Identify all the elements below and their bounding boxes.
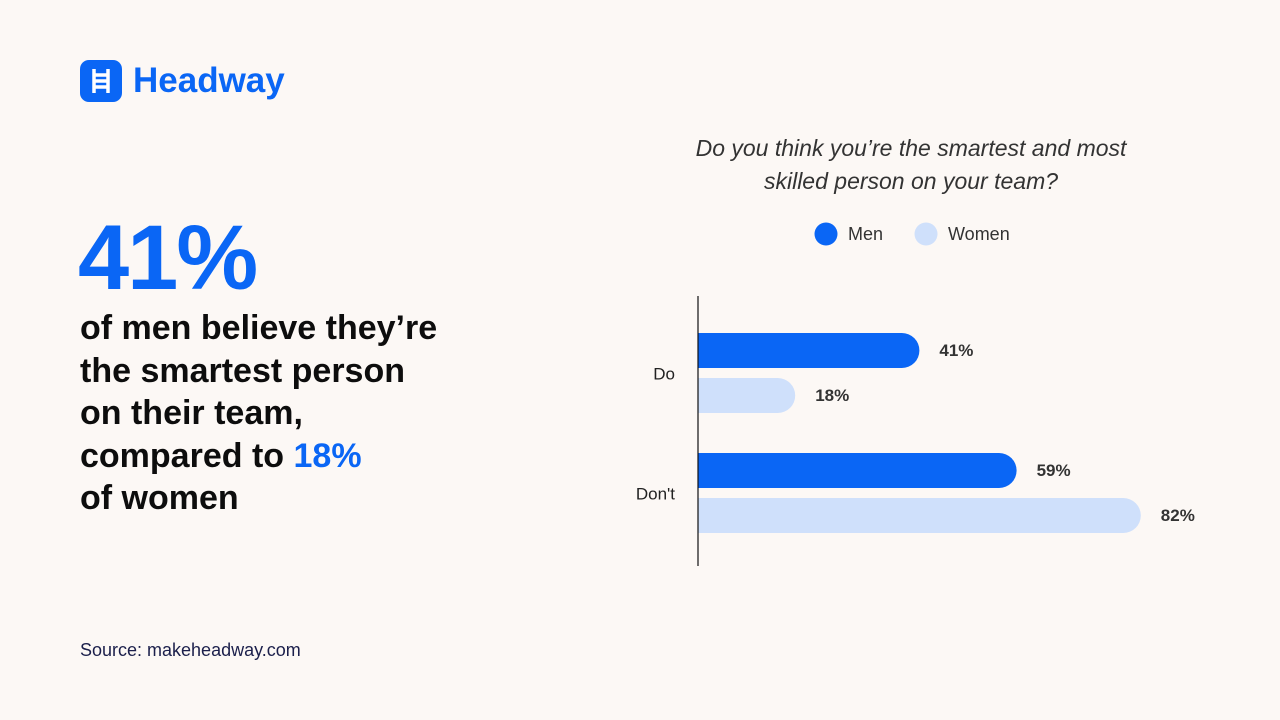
category-label: Don't <box>636 484 675 503</box>
legend-swatch <box>914 222 938 246</box>
value-label: 18% <box>815 386 849 405</box>
bar <box>698 453 1017 488</box>
headline: of men believe they’re the smartest pers… <box>80 307 437 520</box>
value-label: 59% <box>1037 461 1071 480</box>
logo <box>80 60 122 102</box>
headline-highlight: 18% <box>293 436 362 475</box>
bar <box>698 333 920 368</box>
value-label: 82% <box>1161 506 1195 525</box>
headline-line: on their team, <box>80 394 303 432</box>
headline-line: of men believe they’re <box>80 309 438 347</box>
headline-text: compared to <box>80 436 285 475</box>
ladder <box>92 69 110 93</box>
brand: Headway <box>133 61 285 100</box>
headline-stat: 41% <box>78 207 258 309</box>
bar <box>698 378 796 413</box>
headline-line: the smartest person <box>80 351 405 390</box>
value-label: 41% <box>939 341 973 360</box>
bar <box>698 498 1141 533</box>
legend-label: Women <box>948 224 1010 244</box>
legend-label: Men <box>848 224 883 244</box>
chart-title: Do you think you’re the smartest and mos… <box>695 135 1127 194</box>
legend-swatch <box>814 222 838 246</box>
source: Source: makeheadway.com <box>80 640 301 660</box>
bar-cap <box>698 453 717 488</box>
category-label: Do <box>653 364 675 383</box>
headline-line: compared to 18% <box>80 435 437 478</box>
bar-cap <box>698 333 717 368</box>
headline-line: of women <box>80 479 239 517</box>
bar-cap <box>698 498 717 533</box>
bar-cap <box>698 378 717 413</box>
